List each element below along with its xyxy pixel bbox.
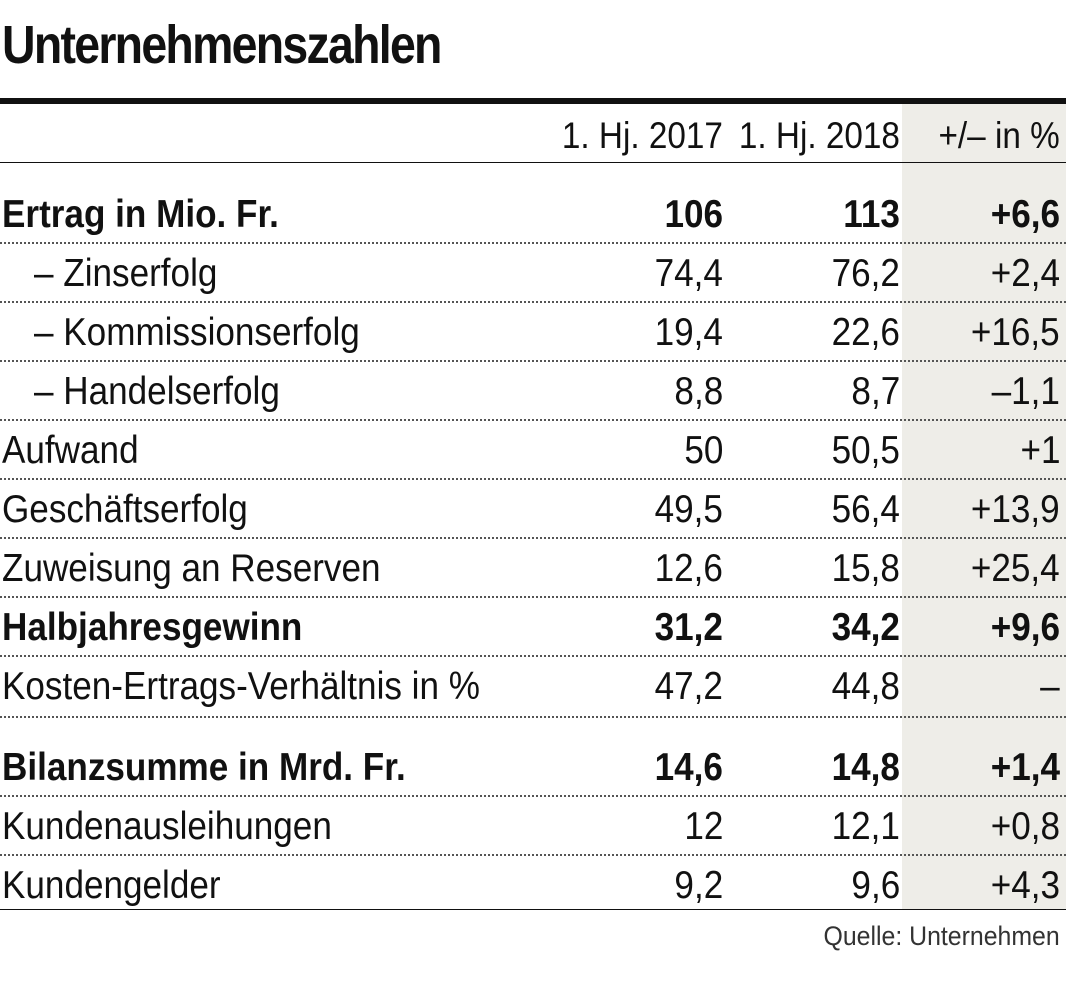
value-change: +2,4 — [990, 252, 1060, 295]
column-header-2017: 1. Hj. 2017 — [561, 115, 723, 156]
table-row: – Handelserfolg 8,8 8,7 –1,1 — [0, 362, 1066, 421]
value-change: +1 — [1019, 429, 1060, 472]
row-label: – Handelserfolg — [34, 370, 280, 413]
column-header-change: +/– in % — [938, 115, 1060, 156]
value-2017: 8,8 — [674, 370, 723, 413]
value-2018: 22,6 — [831, 311, 900, 354]
row-label: Kundenausleihungen — [2, 805, 332, 848]
top-rule — [0, 98, 1066, 104]
value-change: +13,9 — [971, 488, 1060, 531]
table-row: – Zinserfolg 74,4 76,2 +2,4 — [0, 244, 1066, 303]
source-note: Quelle: Unternehmen — [823, 921, 1060, 951]
row-label: Geschäftserfolg — [2, 488, 248, 531]
header-rule — [0, 162, 1066, 163]
value-2017: 19,4 — [654, 311, 723, 354]
value-2017: 47,2 — [654, 665, 723, 708]
value-change: –1,1 — [991, 370, 1060, 413]
table-row: Ertrag in Mio. Fr. 106 113 +6,6 — [0, 185, 1066, 244]
table-row: Zuweisung an Reserven 12,6 15,8 +25,4 — [0, 539, 1066, 598]
table-row: Kundenausleihungen 12 12,1 +0,8 — [0, 797, 1066, 856]
value-2017: 12 — [683, 805, 723, 848]
value-2017: 12,6 — [654, 547, 723, 590]
value-2018: 9,6 — [851, 864, 900, 907]
value-2017: 49,5 — [654, 488, 723, 531]
row-label: Aufwand — [2, 429, 139, 472]
value-2017: 14,6 — [654, 746, 723, 789]
value-2017: 9,2 — [674, 864, 723, 907]
row-label: Zuweisung an Reserven — [2, 547, 381, 590]
value-2018: 50,5 — [831, 429, 900, 472]
value-2018: 8,7 — [851, 370, 900, 413]
value-change: +6,6 — [990, 193, 1060, 236]
value-change: +25,4 — [971, 547, 1060, 590]
value-2018: 15,8 — [831, 547, 900, 590]
row-label: Bilanzsumme in Mrd. Fr. — [2, 746, 406, 789]
value-change: +1,4 — [990, 746, 1060, 789]
row-label: Halbjahresgewinn — [2, 606, 303, 649]
row-label: – Zinserfolg — [34, 252, 218, 295]
value-2018: 113 — [843, 193, 900, 236]
table-row: Bilanzsumme in Mrd. Fr. 14,6 14,8 +1,4 — [0, 738, 1066, 797]
value-change: +4,3 — [990, 864, 1060, 907]
value-2018: 34,2 — [831, 606, 900, 649]
value-change: +0,8 — [990, 805, 1060, 848]
page-title: Unternehmenszahlen — [2, 15, 442, 75]
row-label: Kundengelder — [2, 864, 221, 907]
value-change: – — [1040, 665, 1060, 708]
table-row: – Kommissionserfolg 19,4 22,6 +16,5 — [0, 303, 1066, 362]
row-label: Ertrag in Mio. Fr. — [2, 193, 279, 236]
value-2017: 106 — [664, 193, 723, 236]
change-column-shading — [902, 104, 1066, 910]
value-2018: 56,4 — [831, 488, 900, 531]
row-label: – Kommissionserfolg — [34, 311, 360, 354]
table-row: Geschäftserfolg 49,5 56,4 +13,9 — [0, 480, 1066, 539]
value-2017: 31,2 — [654, 606, 723, 649]
value-2017: 50 — [683, 429, 723, 472]
bottom-rule — [0, 909, 1066, 910]
table-row: Kundengelder 9,2 9,6 +4,3 — [0, 856, 1066, 915]
value-2018: 14,8 — [831, 746, 900, 789]
table-row: Aufwand 50 50,5 +1 — [0, 421, 1066, 480]
table-row: Kosten-Ertrags-Verhältnis in % 47,2 44,8 – — [0, 657, 1066, 716]
value-2017: 74,4 — [654, 252, 723, 295]
column-header-2018: 1. Hj. 2018 — [738, 115, 900, 156]
table-row: Halbjahresgewinn 31,2 34,2 +9,6 — [0, 598, 1066, 657]
value-2018: 44,8 — [831, 665, 900, 708]
row-label: Kosten-Ertrags-Verhältnis in % — [2, 665, 480, 708]
value-change: +9,6 — [990, 606, 1060, 649]
value-2018: 12,1 — [831, 805, 900, 848]
value-change: +16,5 — [971, 311, 1060, 354]
section-separator — [0, 716, 1066, 718]
value-2018: 76,2 — [831, 252, 900, 295]
